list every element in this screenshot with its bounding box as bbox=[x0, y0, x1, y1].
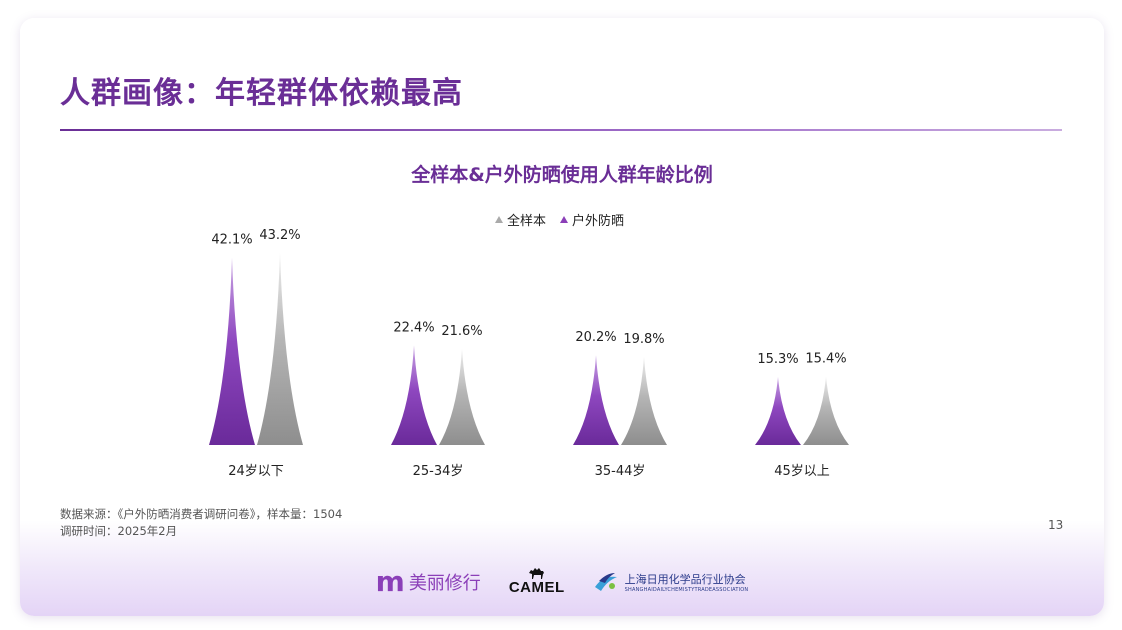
legend-item-total: 全样本 bbox=[495, 210, 546, 229]
category-label-1: 25-34岁 bbox=[413, 464, 464, 479]
meili-text: 美丽修行 bbox=[408, 572, 481, 594]
camel-icon bbox=[528, 568, 544, 579]
page-title: 人群画像：年轻群体依赖最高 bbox=[60, 76, 463, 111]
title-divider bbox=[60, 129, 1062, 131]
data-label-total-3: 15.4% bbox=[805, 351, 846, 366]
footer-logos: m 美丽修行 CAMEL 上海日用化学品行业协会 SHANGHAIDAILYCH… bbox=[20, 567, 1104, 596]
meili-mark: m bbox=[375, 564, 405, 598]
meili-logo: m 美丽修行 bbox=[375, 564, 481, 598]
page-number: 13 bbox=[1048, 518, 1064, 532]
bar-outdoor-2 bbox=[573, 355, 619, 445]
legend-label-total: 全样本 bbox=[507, 214, 547, 229]
camel-text: CAMEL bbox=[508, 579, 565, 596]
chart-legend: 全样本 户外防晒 bbox=[495, 210, 624, 229]
association-name-cn: 上海日用化学品行业协会 bbox=[624, 572, 746, 586]
data-label-total-1: 21.6% bbox=[441, 324, 482, 339]
source-note: 数据来源：《户外防晒消费者调研问卷》，样本量：1504 调研时间：2025年2月 bbox=[60, 506, 342, 540]
data-label-outdoor-3: 15.3% bbox=[757, 352, 798, 367]
data-label-outdoor-0: 42.1% bbox=[211, 233, 252, 248]
bar-total-2 bbox=[621, 356, 667, 445]
age-ratio-chart: 42.1% 43.2% 24岁以下 22.4% 21.6% 25-34岁 20.2% 19.8… bbox=[209, 228, 849, 479]
slide: 人群画像：年轻群体依赖最高 全样本&户外防晒使用人群年龄比例 全样本 户外防晒 … bbox=[20, 18, 1104, 616]
association-name-en: SHANGHAIDAILYCHEMISTYTRADEASSOCIATION bbox=[624, 586, 749, 593]
survey-date: 调研时间：2025年2月 bbox=[60, 524, 178, 538]
bar-outdoor-1 bbox=[391, 345, 437, 445]
legend-item-outdoor: 户外防晒 bbox=[560, 210, 624, 229]
legend-label-outdoor: 户外防晒 bbox=[572, 214, 625, 229]
category-label-0: 24岁以下 bbox=[228, 464, 284, 479]
bar-outdoor-0 bbox=[209, 257, 255, 445]
bar-outdoor-3 bbox=[755, 376, 801, 445]
bar-total-0 bbox=[257, 252, 303, 445]
camel-logo: CAMEL bbox=[509, 567, 565, 596]
data-label-total-0: 43.2% bbox=[259, 228, 300, 243]
category-label-2: 35-44岁 bbox=[595, 464, 646, 479]
bar-total-3 bbox=[803, 376, 849, 445]
source-text: 数据来源：《户外防晒消费者调研问卷》，样本量：1504 bbox=[60, 507, 343, 521]
association-logo: 上海日用化学品行业协会 SHANGHAIDAILYCHEMISTYTRADEAS… bbox=[593, 571, 749, 593]
bar-total-1 bbox=[439, 348, 485, 445]
data-label-outdoor-1: 22.4% bbox=[393, 320, 434, 335]
triangle-grey-icon bbox=[495, 216, 503, 223]
triangle-purple-icon bbox=[560, 216, 569, 223]
data-label-total-2: 19.8% bbox=[623, 332, 664, 347]
association-emblem-icon bbox=[594, 572, 617, 591]
category-label-3: 45岁以上 bbox=[774, 464, 830, 479]
chart-title: 全样本&户外防晒使用人群年龄比例 bbox=[411, 164, 713, 186]
data-label-outdoor-2: 20.2% bbox=[575, 330, 616, 345]
